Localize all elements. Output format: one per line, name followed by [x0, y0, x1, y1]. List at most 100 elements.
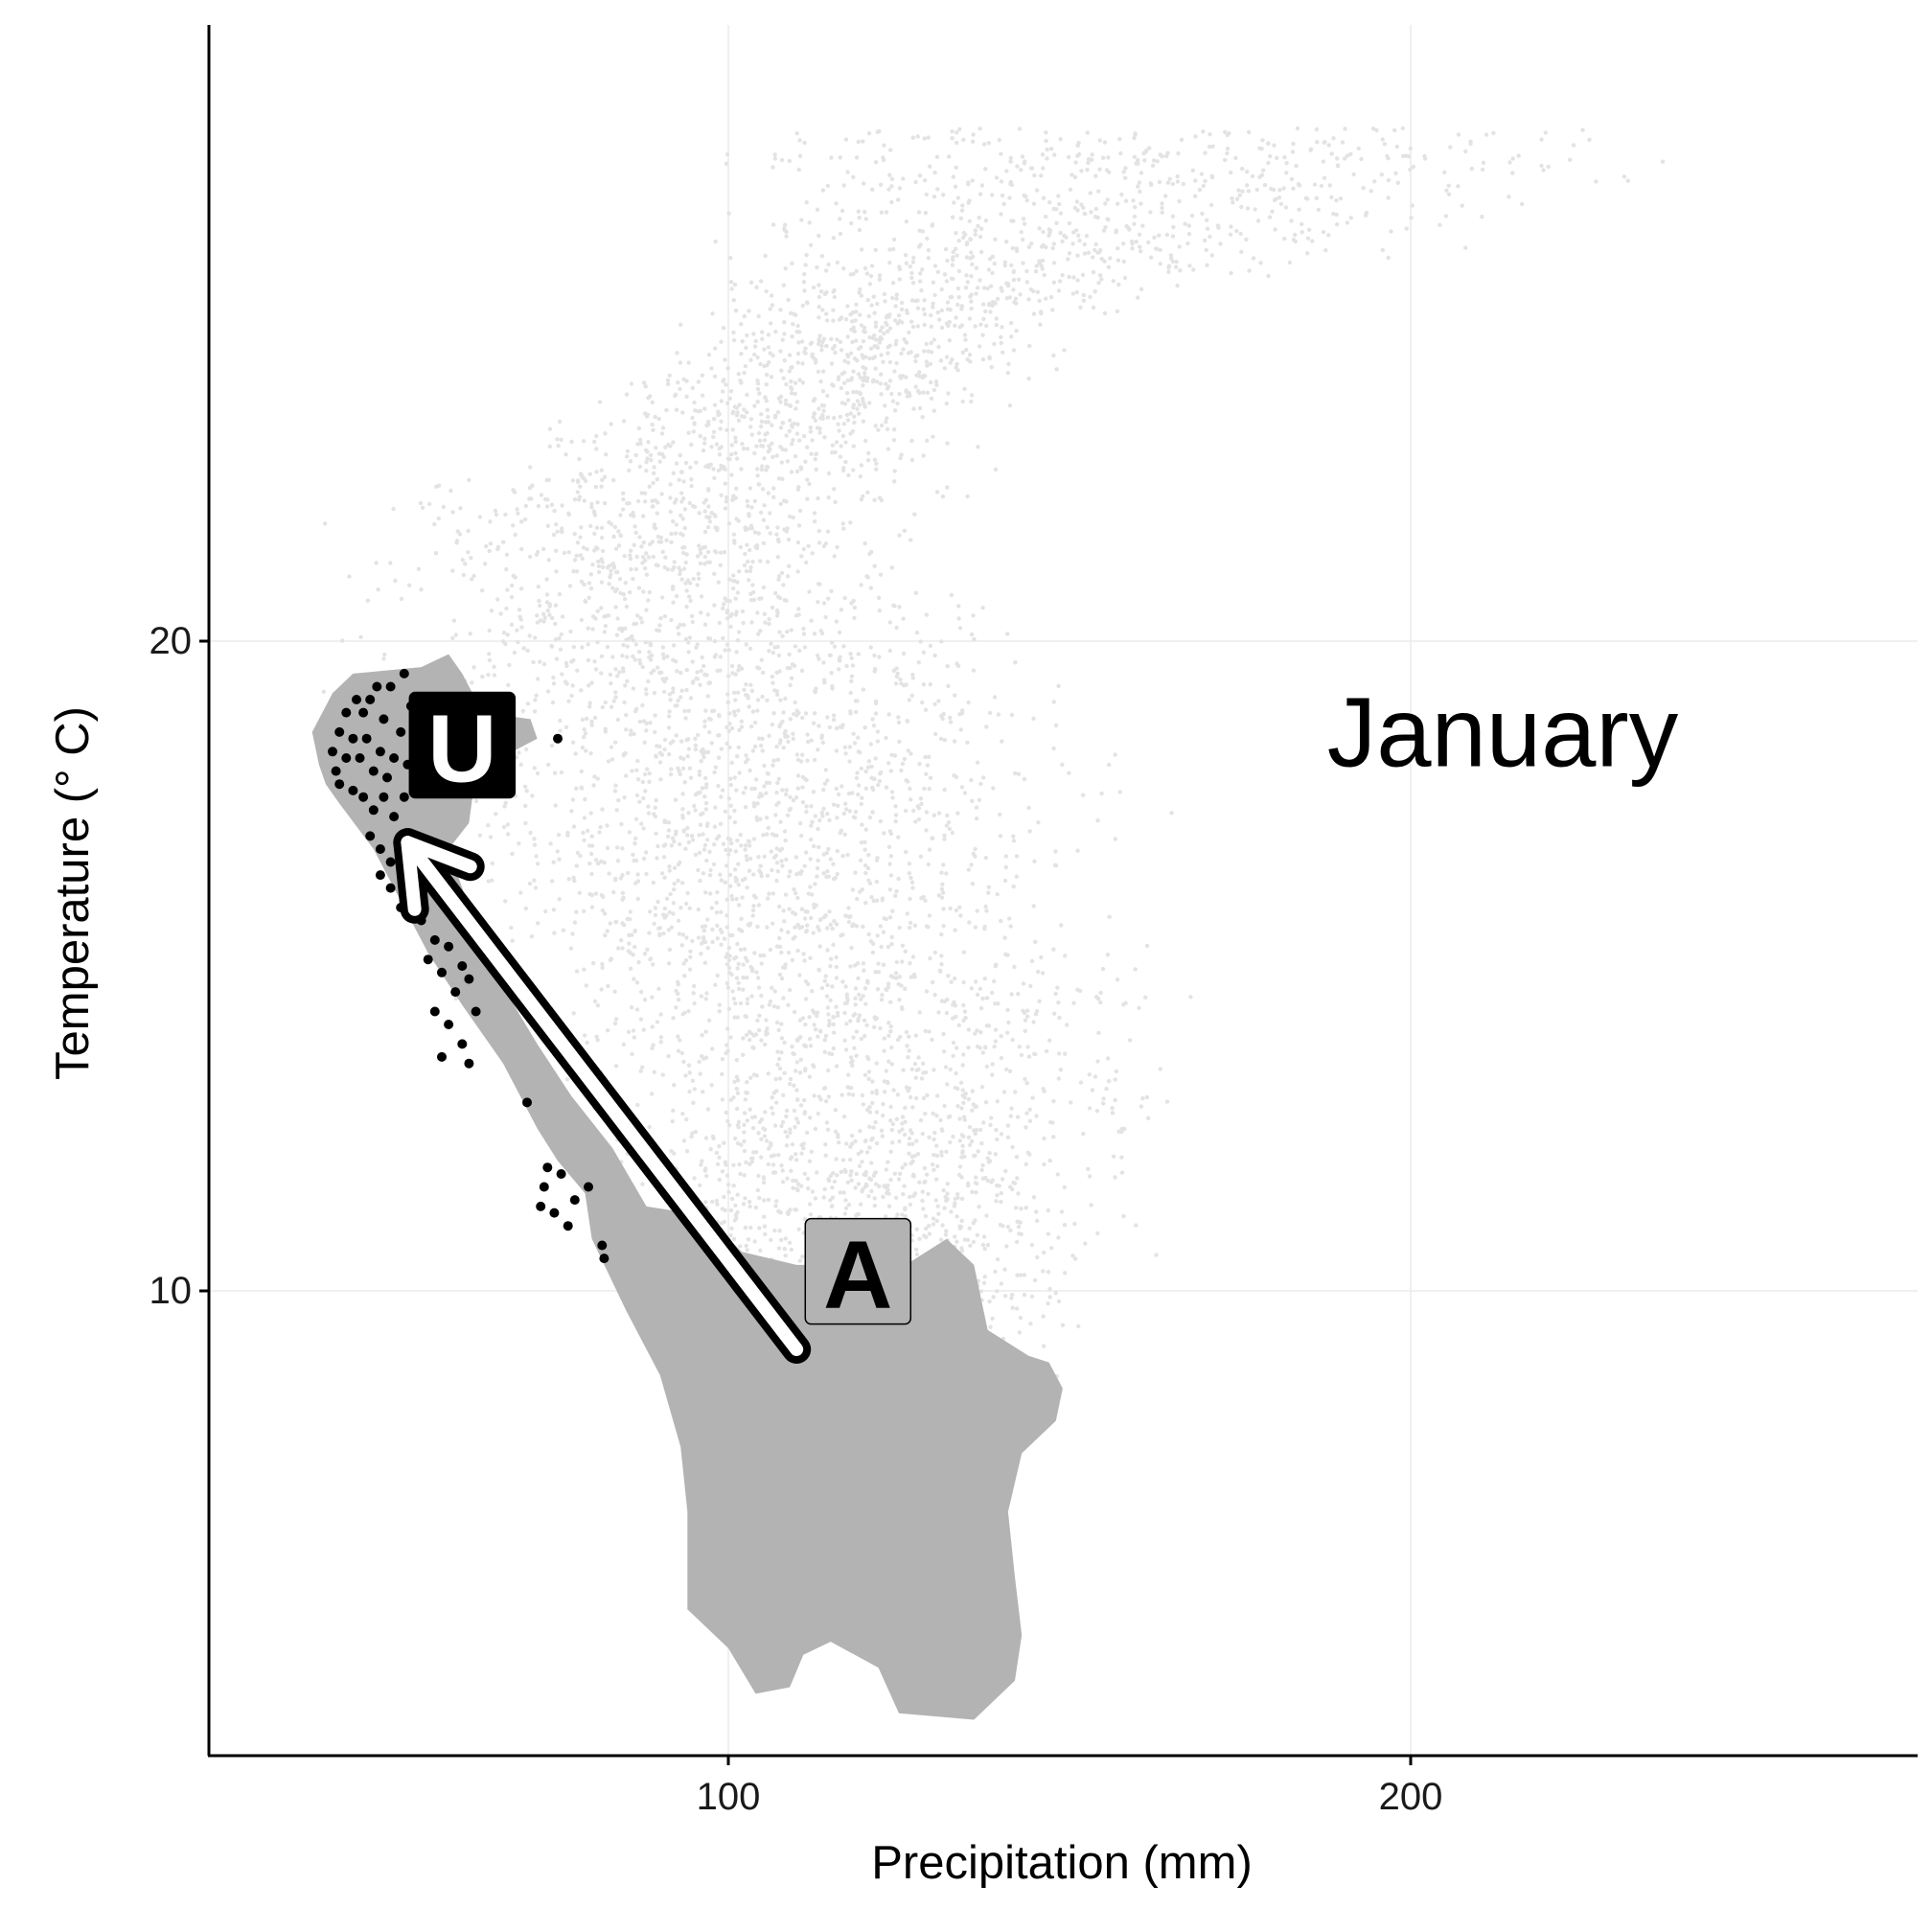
background-point — [840, 208, 845, 214]
background-point — [652, 812, 656, 816]
background-point — [936, 344, 941, 350]
background-point — [896, 720, 902, 725]
background-point — [802, 288, 807, 293]
background-point — [950, 263, 955, 267]
background-point — [980, 356, 986, 362]
background-point — [1018, 1316, 1024, 1321]
background-point — [807, 1015, 812, 1020]
background-point — [954, 361, 959, 367]
background-point — [822, 435, 827, 440]
background-point — [1312, 182, 1318, 187]
background-point — [664, 913, 669, 918]
background-point — [789, 470, 794, 474]
background-point — [862, 1072, 868, 1078]
background-point — [800, 1016, 806, 1021]
background-point — [835, 337, 840, 342]
background-point — [594, 525, 600, 530]
background-point — [620, 890, 626, 895]
background-point — [875, 987, 881, 992]
background-point — [908, 875, 913, 881]
background-point — [1011, 218, 1016, 223]
background-point — [853, 870, 858, 875]
background-point — [755, 924, 760, 930]
background-point — [824, 1120, 830, 1125]
background-point — [893, 971, 899, 976]
background-point — [912, 512, 917, 517]
background-point — [1351, 172, 1356, 177]
background-point — [1281, 186, 1286, 191]
background-point — [629, 728, 633, 733]
background-point — [1060, 762, 1065, 768]
background-point — [970, 139, 976, 144]
background-point — [909, 457, 915, 463]
background-point — [641, 589, 646, 594]
background-point — [766, 1071, 770, 1076]
background-point — [1051, 746, 1056, 751]
background-point — [985, 286, 990, 291]
background-point — [955, 1104, 960, 1109]
background-point — [828, 998, 833, 1003]
background-point — [758, 424, 764, 429]
background-point — [882, 143, 886, 148]
background-point — [632, 977, 636, 981]
background-point — [823, 768, 828, 772]
background-point — [817, 334, 822, 338]
background-point — [697, 543, 702, 548]
background-point — [803, 346, 808, 351]
background-point — [787, 907, 792, 911]
background-point — [756, 430, 762, 436]
background-point — [829, 588, 834, 593]
background-point — [836, 422, 840, 426]
background-point — [1090, 157, 1094, 162]
background-point — [1076, 1323, 1081, 1329]
background-point — [831, 1030, 837, 1035]
background-point — [705, 1107, 711, 1112]
background-point — [739, 322, 744, 327]
background-point — [1065, 1023, 1070, 1027]
background-point — [993, 1027, 999, 1032]
background-point — [853, 986, 859, 991]
background-point — [633, 642, 638, 647]
background-point — [855, 961, 861, 966]
background-point — [909, 438, 914, 444]
background-point — [880, 993, 885, 998]
background-point — [941, 862, 946, 867]
background-point — [791, 515, 795, 520]
background-point — [849, 378, 854, 382]
background-point — [501, 631, 507, 635]
background-point — [833, 1108, 839, 1113]
background-point — [582, 908, 586, 913]
background-point — [818, 917, 823, 922]
background-point — [727, 577, 732, 582]
background-point — [616, 543, 622, 548]
background-point — [545, 523, 551, 528]
background-point — [635, 872, 640, 877]
background-point — [734, 896, 739, 902]
background-point — [672, 1083, 677, 1088]
background-point — [655, 511, 659, 516]
background-point — [765, 431, 770, 436]
background-point — [488, 541, 494, 546]
background-point — [943, 246, 949, 252]
background-point — [867, 1105, 872, 1110]
background-point — [676, 698, 680, 703]
background-point — [1092, 289, 1097, 294]
background-point — [594, 433, 599, 439]
background-point — [1062, 1223, 1068, 1228]
background-point — [987, 355, 992, 359]
background-point — [809, 915, 814, 921]
background-point — [777, 1229, 782, 1233]
background-point — [658, 616, 663, 621]
background-point — [1053, 207, 1059, 212]
background-point — [974, 979, 978, 984]
background-point — [587, 891, 592, 897]
background-point — [555, 437, 560, 442]
background-point — [994, 322, 1000, 328]
background-point — [758, 559, 763, 564]
background-point — [1021, 237, 1025, 242]
background-point — [652, 1070, 656, 1074]
background-point — [831, 717, 837, 723]
background-point — [1138, 287, 1144, 291]
background-point — [825, 1005, 830, 1010]
background-point — [1150, 163, 1156, 168]
